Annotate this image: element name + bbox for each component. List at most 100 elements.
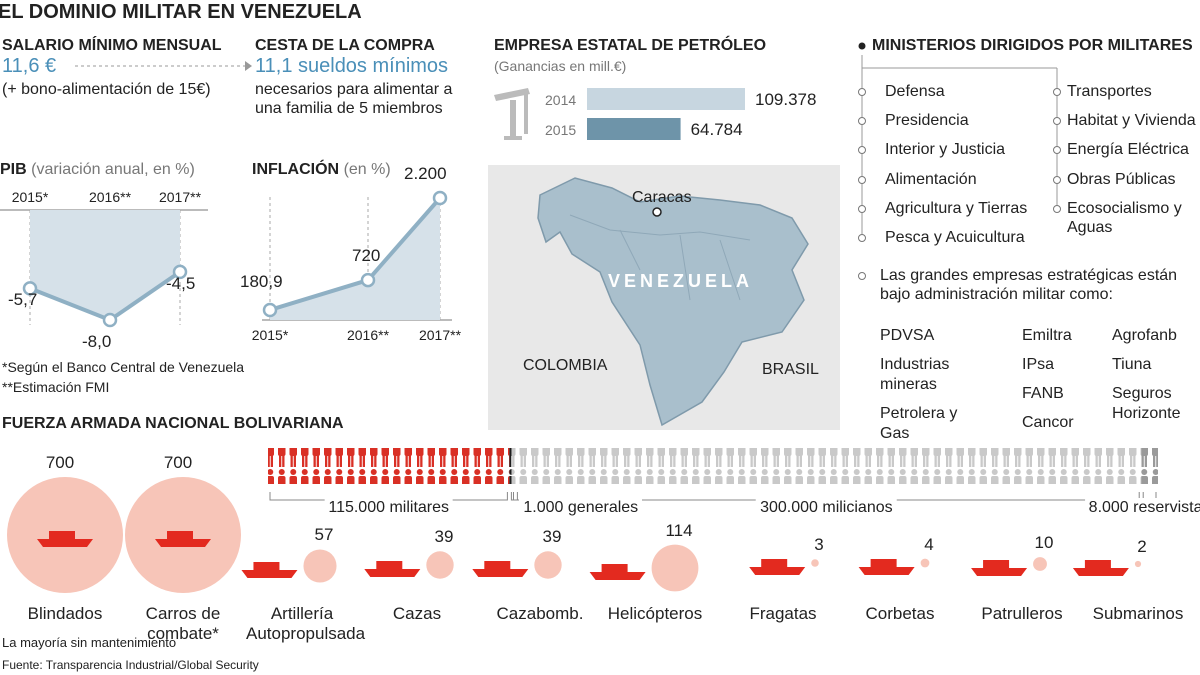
- section-title: MINISTERIOS DIRIGIDOS POR MILITARES: [872, 37, 1193, 54]
- oil-pump-icon: [494, 88, 530, 140]
- category-label: 2017**: [418, 327, 462, 343]
- bullet: [1053, 88, 1061, 96]
- bullet: [1053, 205, 1061, 213]
- category-label: 2016**: [88, 189, 132, 205]
- bubble: [811, 559, 819, 567]
- bullet: [1053, 146, 1061, 154]
- category-label: Fragatas: [749, 604, 817, 623]
- bullet: [858, 234, 866, 242]
- caracas-marker: [652, 207, 662, 217]
- neighbor-label: COLOMBIA: [523, 357, 608, 374]
- company: FANB: [1022, 385, 1064, 402]
- company: Petrolera y Gas: [880, 405, 958, 442]
- group-label: 300.000 milicianos: [756, 498, 897, 517]
- country-label: VENEZUELA: [608, 271, 754, 291]
- category-label: reservistas: [1133, 499, 1200, 516]
- value-label: 10: [1034, 533, 1054, 553]
- ministry: Pesca y Acuicultura: [885, 229, 1025, 246]
- category-label: 2015: [545, 122, 577, 138]
- chart-title: PIB: [0, 161, 27, 178]
- ministry: Alimentación: [885, 171, 977, 188]
- section-title: SALARIO MÍNIMO MENSUAL: [2, 37, 222, 54]
- category-label: 2017**: [158, 189, 202, 205]
- equipment-icon: [971, 560, 1028, 576]
- category-label: Helicópteros: [607, 604, 703, 623]
- chart-heading: PIB (variación anual, en %): [0, 160, 195, 179]
- equipment-icon: [241, 562, 298, 578]
- note: **Estimación FMI: [2, 379, 110, 395]
- equipment-icon: [858, 559, 915, 575]
- category-label: generales: [567, 499, 639, 516]
- bubble: [920, 558, 930, 568]
- section-title: CESTA DE LA COMPRA: [255, 37, 435, 54]
- equipment-icon: [1072, 560, 1129, 576]
- bubble: [1134, 560, 1142, 568]
- state-borders: [569, 214, 751, 301]
- category-label: 2015*: [11, 189, 49, 205]
- value-label: 39: [542, 527, 562, 547]
- arrow-head: [245, 61, 252, 71]
- point: [262, 302, 278, 318]
- ministry: Obras Públicas: [1067, 171, 1176, 188]
- company: Cancor: [1022, 414, 1074, 431]
- ministry: Ecosocialismo y Aguas: [1067, 200, 1182, 236]
- companies-intro: Las grandes empresas estratégicas están …: [880, 267, 1178, 303]
- point: [172, 264, 188, 280]
- company-column: Emiltra IPsa FANB Cancor: [1022, 326, 1102, 433]
- bullet: [858, 176, 866, 184]
- category-label: 2015*: [251, 327, 289, 343]
- company: Industrias mineras: [880, 356, 950, 393]
- bullet: [858, 205, 866, 213]
- bubble: [534, 551, 562, 579]
- group-label: 1.000 generales: [519, 498, 643, 517]
- category-label: militares: [389, 499, 450, 516]
- area: [270, 198, 440, 320]
- equipment-icon: [364, 561, 421, 577]
- category-label: Cazas: [392, 604, 442, 623]
- basket-note: necesarios para alimentar a una familia …: [255, 81, 453, 117]
- city-label: Caracas: [632, 189, 692, 206]
- chart-heading: INFLACIÓN (en %): [252, 160, 391, 179]
- bubble: [651, 544, 699, 592]
- bullet: [1053, 176, 1061, 184]
- category-label: 2016**: [346, 327, 390, 343]
- footnote: La mayoría sin mantenimiento: [2, 635, 177, 650]
- salary-note: (+ bono-alimentación de 15€): [2, 81, 211, 98]
- value-label: 115.000: [328, 499, 386, 516]
- chart-subtitle: (en %): [343, 161, 391, 178]
- company: Tiuna: [1112, 356, 1152, 373]
- category-label: milicianos: [822, 499, 893, 516]
- company: PDVSA: [880, 327, 935, 344]
- value-label: 1.000: [523, 499, 564, 516]
- value-label: 4: [924, 534, 934, 554]
- group-label: 8.000 reservistas: [1084, 498, 1200, 517]
- category-label: Artillería Autopropulsada: [246, 604, 366, 643]
- bubble: [303, 549, 337, 583]
- ministry: Transportes: [1067, 83, 1152, 100]
- company: IPsa: [1022, 356, 1055, 373]
- company-column: PDVSA Industrias mineras Petrolera y Gas: [880, 326, 990, 444]
- bullet: [858, 42, 866, 50]
- value-label: 2: [1137, 536, 1147, 556]
- ministry: Defensa: [885, 83, 945, 100]
- value-label: 180,9: [240, 271, 283, 291]
- footnote: Fuente: Transparencia Industrial/Global …: [2, 658, 259, 672]
- point: [22, 281, 38, 296]
- bullet: [858, 88, 866, 96]
- value-label: 114: [665, 520, 693, 540]
- company: Agrofanb: [1112, 327, 1177, 344]
- chart-title: FUERZA ARMADA NACIONAL BOLIVARIANA: [2, 415, 344, 432]
- page-title: EL DOMINIO MILITAR EN VENEZUELA: [0, 1, 362, 23]
- equipment-icon: [155, 531, 211, 547]
- company: Emiltra: [1022, 327, 1072, 344]
- point: [432, 190, 448, 206]
- value-label: 64.784: [690, 120, 743, 139]
- category-label: Blindados: [27, 604, 103, 623]
- ministry: Energía Eléctrica: [1067, 141, 1189, 158]
- bullet: [1053, 117, 1061, 125]
- venezuela-shape: [537, 177, 809, 427]
- value-label: 8.000: [1088, 499, 1129, 516]
- value-label: -8,0: [82, 332, 112, 351]
